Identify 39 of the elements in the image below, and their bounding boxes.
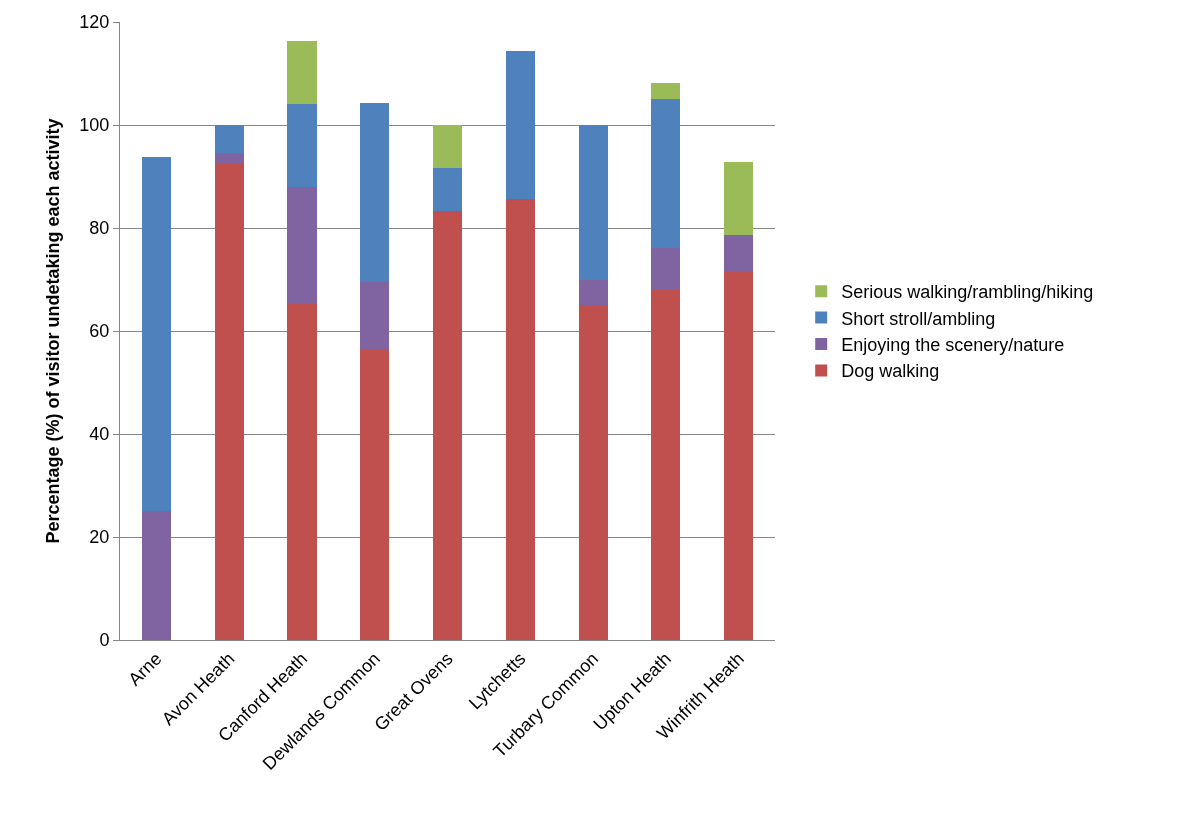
y-tick-label: 40 — [89, 424, 110, 445]
bar — [287, 303, 317, 640]
y-tick-label: 80 — [89, 218, 110, 239]
bar — [724, 235, 754, 273]
bar — [651, 82, 681, 99]
bar — [141, 511, 171, 640]
bar — [578, 305, 608, 640]
bar — [287, 41, 317, 105]
bar — [651, 248, 681, 291]
bar — [578, 279, 608, 306]
bar — [287, 186, 317, 304]
bar — [214, 163, 244, 640]
bar — [432, 125, 463, 169]
bar — [287, 104, 317, 187]
legend-label: Dog walking — [841, 361, 940, 382]
bar — [432, 211, 463, 640]
y-tick-label: 60 — [89, 321, 110, 342]
bar — [505, 198, 535, 640]
bar — [141, 157, 171, 512]
bar — [214, 153, 244, 164]
bar — [214, 125, 244, 154]
bar — [360, 102, 390, 282]
bar — [724, 272, 754, 640]
legend-label: Enjoying the scenery/nature — [841, 335, 1065, 356]
y-tick-label: 100 — [79, 115, 110, 136]
legend-label: Short stroll/ambling — [841, 308, 996, 329]
y-tick-label: 0 — [99, 630, 110, 651]
bar — [578, 125, 608, 280]
bar — [505, 51, 535, 199]
bar — [651, 98, 681, 249]
y-tick-label: 20 — [89, 527, 110, 548]
bar — [360, 349, 390, 640]
bar — [724, 162, 754, 236]
bar — [651, 290, 681, 640]
legend-label: Serious walking/rambling/hiking — [841, 282, 1094, 303]
bar — [360, 281, 390, 350]
y-axis-title: Percentage (%) of visitor undetaking each activity — [42, 118, 63, 544]
y-tick-label: 120 — [79, 12, 110, 33]
bar — [432, 168, 463, 212]
